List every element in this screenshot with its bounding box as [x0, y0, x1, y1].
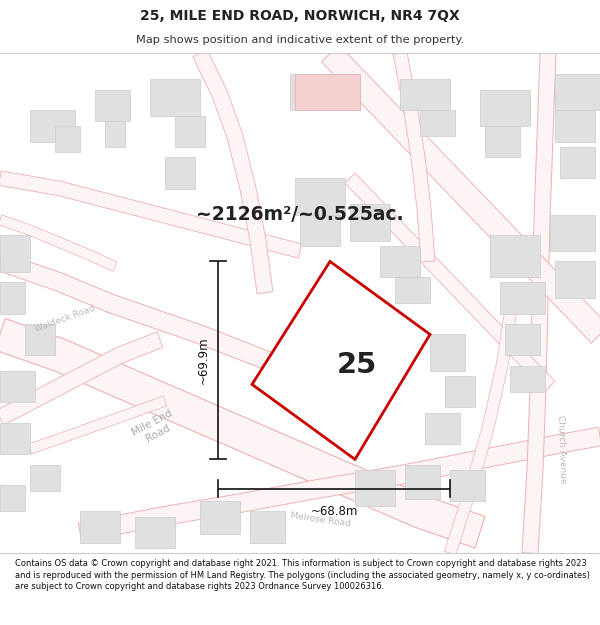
Polygon shape [25, 324, 55, 355]
Polygon shape [165, 158, 195, 189]
Polygon shape [290, 74, 360, 111]
Polygon shape [30, 464, 60, 491]
Text: 25, MILE END ROAD, NORWICH, NR4 7QX: 25, MILE END ROAD, NORWICH, NR4 7QX [140, 9, 460, 23]
Polygon shape [95, 89, 130, 121]
Polygon shape [345, 173, 555, 392]
Polygon shape [430, 334, 465, 371]
Polygon shape [445, 302, 518, 555]
Polygon shape [28, 396, 167, 454]
Text: ~69.9m: ~69.9m [197, 337, 209, 384]
Text: ~2126m²/~0.525ac.: ~2126m²/~0.525ac. [196, 205, 404, 224]
Text: Map shows position and indicative extent of the property.: Map shows position and indicative extent… [136, 35, 464, 45]
Text: Melrose Road: Melrose Road [289, 511, 351, 529]
Polygon shape [355, 470, 395, 506]
Polygon shape [79, 428, 600, 541]
Polygon shape [500, 282, 545, 314]
Polygon shape [0, 319, 485, 548]
Polygon shape [105, 121, 125, 147]
Polygon shape [175, 116, 205, 147]
Polygon shape [425, 412, 460, 444]
Text: Contains OS data © Crown copyright and database right 2021. This information is : Contains OS data © Crown copyright and d… [15, 559, 590, 591]
Polygon shape [0, 282, 25, 314]
Polygon shape [135, 517, 175, 548]
Polygon shape [252, 261, 430, 459]
Polygon shape [0, 332, 163, 425]
Polygon shape [522, 53, 556, 554]
Polygon shape [480, 89, 530, 126]
Polygon shape [550, 214, 595, 251]
Polygon shape [400, 79, 450, 111]
Polygon shape [490, 236, 540, 277]
Text: 25: 25 [337, 351, 377, 379]
Polygon shape [300, 214, 340, 246]
Polygon shape [485, 126, 520, 158]
Polygon shape [0, 215, 117, 271]
Polygon shape [350, 204, 390, 241]
Polygon shape [0, 486, 25, 511]
Text: Mile End
Road: Mile End Road [130, 408, 180, 448]
Polygon shape [0, 171, 302, 258]
Polygon shape [395, 277, 430, 303]
Polygon shape [250, 511, 285, 542]
Polygon shape [150, 79, 200, 116]
Polygon shape [420, 111, 455, 136]
Polygon shape [555, 111, 595, 142]
Polygon shape [380, 246, 420, 277]
Polygon shape [80, 511, 120, 542]
Polygon shape [0, 423, 30, 454]
Text: Church Avenue: Church Avenue [556, 414, 568, 483]
Polygon shape [322, 44, 600, 343]
Polygon shape [0, 236, 30, 272]
Polygon shape [560, 147, 595, 178]
Polygon shape [55, 126, 80, 152]
Polygon shape [0, 253, 283, 374]
Polygon shape [295, 178, 345, 214]
Polygon shape [0, 371, 35, 402]
Polygon shape [555, 74, 600, 111]
Text: ~68.8m: ~68.8m [310, 505, 358, 518]
Polygon shape [445, 376, 475, 408]
Polygon shape [505, 324, 540, 355]
Polygon shape [405, 464, 440, 499]
Polygon shape [450, 470, 485, 501]
Polygon shape [555, 261, 595, 298]
Polygon shape [193, 49, 273, 294]
Polygon shape [393, 52, 435, 262]
Text: Waldeck Road: Waldeck Road [34, 304, 97, 334]
Polygon shape [200, 501, 240, 534]
Polygon shape [510, 366, 545, 392]
Polygon shape [30, 111, 75, 142]
Polygon shape [295, 74, 360, 111]
